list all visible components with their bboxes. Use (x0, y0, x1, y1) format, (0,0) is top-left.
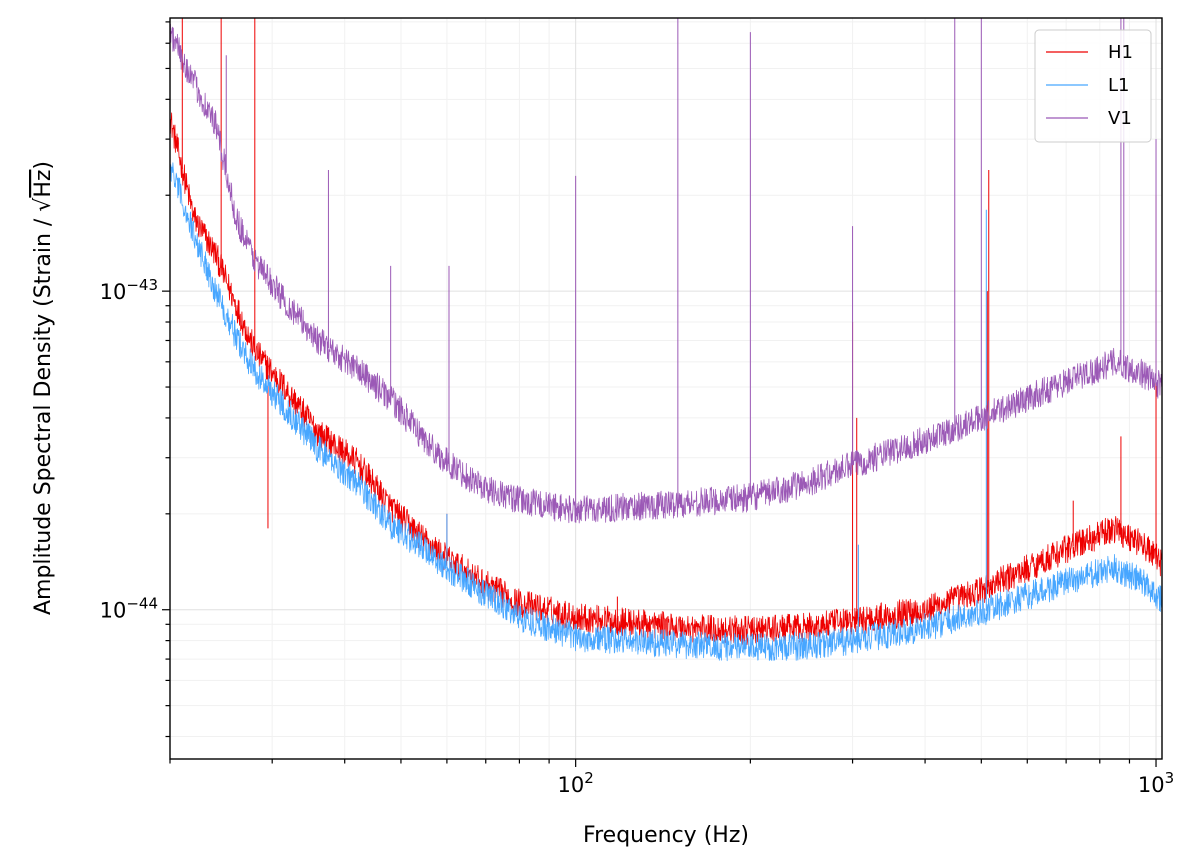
legend: H1 L1 V1 (1034, 29, 1152, 143)
series-l1-line (170, 162, 1162, 662)
y-tick-label: 10−43 (100, 276, 158, 304)
y-axis-label: Amplitude Spectral Density (Strain / √Hz… (31, 161, 56, 615)
y-axis-label-radical: √ (31, 197, 56, 212)
x-axis-label: Frequency (Hz) (583, 823, 749, 848)
series-v1-line (170, 23, 1162, 524)
legend-label-v1: V1 (1108, 108, 1132, 129)
x-tick-label: 103 (1138, 769, 1174, 797)
series-l1 (170, 162, 1162, 662)
plot-frame (169, 17, 1163, 760)
tick-marks (162, 21, 1157, 767)
plot-area (170, 18, 1162, 759)
series-h1-line (170, 112, 1162, 646)
y-axis-label-radicand: Hz (31, 170, 56, 198)
y-axis-label-prefix: Amplitude Spectral Density (Strain / (31, 212, 56, 615)
legend-box (1034, 29, 1152, 143)
y-tick-label: 10−44 (100, 595, 158, 623)
legend-label-l1: L1 (1108, 75, 1129, 96)
tick-labels: 102 103 10−44 10−43 (100, 276, 1175, 797)
y-axis-label-suffix: ) (31, 161, 56, 170)
x-tick-label: 102 (558, 769, 594, 797)
legend-label-h1: H1 (1108, 42, 1133, 63)
